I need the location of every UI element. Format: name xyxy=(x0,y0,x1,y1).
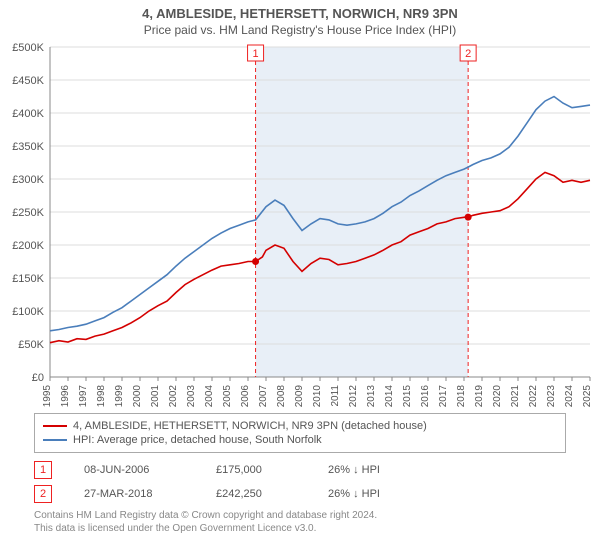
svg-text:2005: 2005 xyxy=(222,385,233,407)
svg-text:2003: 2003 xyxy=(186,385,197,407)
svg-text:2022: 2022 xyxy=(528,385,539,407)
svg-text:£450K: £450K xyxy=(12,75,44,87)
svg-text:2000: 2000 xyxy=(132,385,143,407)
svg-text:£300K: £300K xyxy=(12,174,44,186)
svg-text:1996: 1996 xyxy=(60,385,71,407)
svg-text:2014: 2014 xyxy=(384,385,395,407)
transaction-price: £242,250 xyxy=(216,488,296,500)
transaction-index-badge: 1 xyxy=(34,461,52,479)
svg-text:£500K: £500K xyxy=(12,42,44,54)
legend-swatch xyxy=(43,439,67,441)
title-subtitle: Price paid vs. HM Land Registry's House … xyxy=(0,23,600,37)
legend-item: 4, AMBLESIDE, HETHERSETT, NORWICH, NR9 3… xyxy=(43,420,557,432)
svg-text:1: 1 xyxy=(252,48,258,60)
svg-text:1999: 1999 xyxy=(114,385,125,407)
svg-text:£400K: £400K xyxy=(12,108,44,120)
svg-text:2004: 2004 xyxy=(204,385,215,407)
chart-titles: 4, AMBLESIDE, HETHERSETT, NORWICH, NR9 3… xyxy=(0,0,600,37)
svg-text:£200K: £200K xyxy=(12,240,44,252)
transaction-date: 27-MAR-2018 xyxy=(84,488,184,500)
legend-swatch xyxy=(43,425,67,427)
footnote-line: Contains HM Land Registry data © Crown c… xyxy=(34,509,566,522)
svg-text:2017: 2017 xyxy=(438,385,449,407)
chart-legend: 4, AMBLESIDE, HETHERSETT, NORWICH, NR9 3… xyxy=(34,413,566,453)
svg-text:2007: 2007 xyxy=(258,385,269,407)
title-address: 4, AMBLESIDE, HETHERSETT, NORWICH, NR9 3… xyxy=(0,6,600,21)
svg-text:2008: 2008 xyxy=(276,385,287,407)
legend-item: HPI: Average price, detached house, Sout… xyxy=(43,434,557,446)
transaction-row: 2 27-MAR-2018 £242,250 26% ↓ HPI xyxy=(34,485,566,503)
svg-text:£100K: £100K xyxy=(12,306,44,318)
legend-label: HPI: Average price, detached house, Sout… xyxy=(73,434,322,446)
transactions-table: 1 08-JUN-2006 £175,000 26% ↓ HPI 2 27-MA… xyxy=(34,461,566,503)
svg-text:2018: 2018 xyxy=(456,385,467,407)
svg-text:2015: 2015 xyxy=(402,385,413,407)
svg-text:£350K: £350K xyxy=(12,141,44,153)
transaction-delta: 26% ↓ HPI xyxy=(328,464,380,476)
svg-text:£250K: £250K xyxy=(12,207,44,219)
svg-text:2025: 2025 xyxy=(582,385,593,407)
chart-svg: £0 £50K £100K £150K £200K £250K £300K £350K £400… xyxy=(0,37,600,407)
svg-text:1998: 1998 xyxy=(96,385,107,407)
svg-text:£50K: £50K xyxy=(18,339,44,351)
svg-text:2006: 2006 xyxy=(240,385,251,407)
svg-text:2: 2 xyxy=(465,48,471,60)
svg-text:2023: 2023 xyxy=(546,385,557,407)
svg-text:2002: 2002 xyxy=(168,385,179,407)
footnote: Contains HM Land Registry data © Crown c… xyxy=(34,509,566,535)
svg-text:2011: 2011 xyxy=(330,385,341,407)
svg-text:2012: 2012 xyxy=(348,385,359,407)
svg-text:1997: 1997 xyxy=(78,385,89,407)
svg-text:2013: 2013 xyxy=(366,385,377,407)
transaction-index-badge: 2 xyxy=(34,485,52,503)
svg-text:2001: 2001 xyxy=(150,385,161,407)
svg-text:2016: 2016 xyxy=(420,385,431,407)
legend-label: 4, AMBLESIDE, HETHERSETT, NORWICH, NR9 3… xyxy=(73,420,427,432)
svg-text:£0: £0 xyxy=(32,372,44,384)
price-chart: £0 £50K £100K £150K £200K £250K £300K £350K £400… xyxy=(0,37,600,407)
transaction-date: 08-JUN-2006 xyxy=(84,464,184,476)
footnote-line: This data is licensed under the Open Gov… xyxy=(34,522,566,535)
svg-text:2009: 2009 xyxy=(294,385,305,407)
svg-text:2024: 2024 xyxy=(564,385,575,407)
transaction-price: £175,000 xyxy=(216,464,296,476)
svg-text:£150K: £150K xyxy=(12,273,44,285)
svg-text:1995: 1995 xyxy=(42,385,53,407)
svg-text:2019: 2019 xyxy=(474,385,485,407)
svg-text:2021: 2021 xyxy=(510,385,521,407)
svg-text:2010: 2010 xyxy=(312,385,323,407)
transaction-row: 1 08-JUN-2006 £175,000 26% ↓ HPI xyxy=(34,461,566,479)
transaction-delta: 26% ↓ HPI xyxy=(328,488,380,500)
svg-text:2020: 2020 xyxy=(492,385,503,407)
